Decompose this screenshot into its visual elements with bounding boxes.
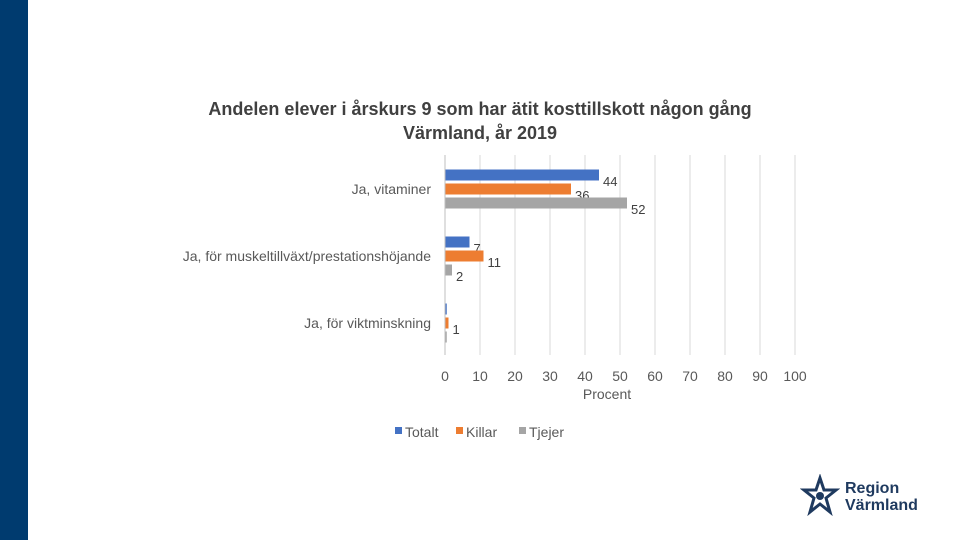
- x-tick-label: 100: [783, 368, 807, 384]
- x-tick-label: 50: [612, 368, 628, 384]
- legend-swatch: [456, 427, 463, 434]
- x-tick-label: 60: [647, 368, 663, 384]
- region-varmland-logo: Region Värmland: [799, 473, 940, 520]
- star-flower-icon: [799, 473, 841, 517]
- bar: [445, 331, 447, 343]
- legend-label: Tjejer: [529, 424, 564, 440]
- x-tick-label: 0: [441, 368, 449, 384]
- bar: [445, 317, 449, 329]
- bar: [445, 303, 447, 315]
- data-label: 11: [488, 255, 502, 270]
- legend-swatch: [395, 427, 402, 434]
- left-accent-band: [0, 0, 28, 540]
- x-tick-label: 80: [717, 368, 733, 384]
- x-tick-label: 30: [542, 368, 558, 384]
- bar: [445, 197, 627, 209]
- x-axis-title: Procent: [583, 386, 631, 402]
- data-label: 44: [603, 174, 617, 189]
- category-label: Ja, för muskeltillväxt/prestationshöjand…: [183, 248, 431, 264]
- data-label: 2: [456, 269, 463, 284]
- x-tick-label: 70: [682, 368, 698, 384]
- x-tick-label: 40: [577, 368, 593, 384]
- bar: [445, 183, 571, 195]
- data-label: 1: [453, 322, 460, 337]
- category-label: Ja, för viktminskning: [304, 315, 431, 331]
- bar: [445, 169, 599, 181]
- x-tick-label: 20: [507, 368, 523, 384]
- logo-line-2: Värmland: [845, 497, 918, 514]
- bar: [445, 264, 452, 276]
- legend-swatch: [519, 427, 526, 434]
- data-label: 52: [631, 202, 645, 217]
- bar: [445, 250, 484, 262]
- x-tick-label: 10: [472, 368, 488, 384]
- bar: [445, 236, 470, 248]
- logo-line-1: Region: [845, 480, 900, 497]
- legend-label: Totalt: [405, 424, 439, 440]
- chart-title: Andelen elever i årskurs 9 som har ätit …: [208, 99, 752, 143]
- x-tick-label: 90: [752, 368, 768, 384]
- category-label: Ja, vitaminer: [352, 181, 432, 197]
- logo-text: Region Värmland: [845, 480, 918, 514]
- data-label: 7: [474, 241, 481, 256]
- legend-label: Killar: [466, 424, 497, 440]
